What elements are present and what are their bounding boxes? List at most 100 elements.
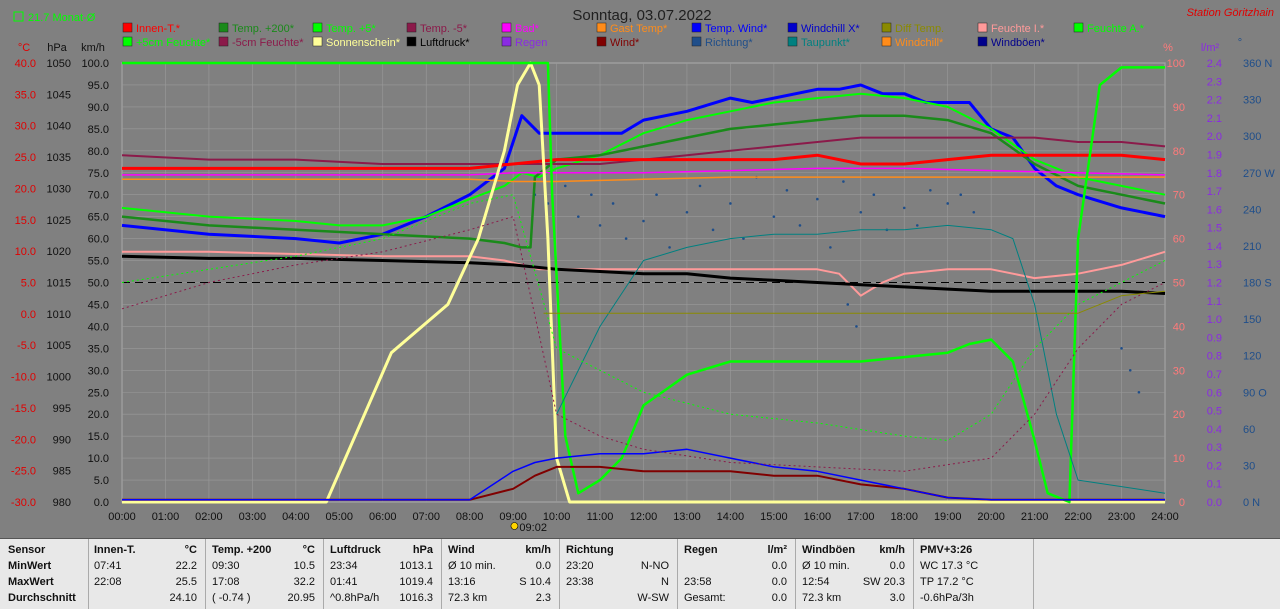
tick-label-kmh: 100.0 [81,58,109,70]
tick-label-percent: 60 [1173,234,1185,246]
stats-row: Ø 10 min. 0.0 [448,560,551,576]
tick-label-celsius: 35.0 [15,89,36,101]
legend-label: Gast Temp* [610,23,668,35]
tick-label-lm2: 0.1 [1207,479,1222,491]
tick-label-hpa: 985 [53,466,71,478]
stats-section: PMV+3:26 WC 17.3 °C TP 17.2 °C -0.6hPa/3h [914,539,1034,609]
tick-label-kmh: 25.0 [88,387,109,399]
legend-swatch [122,36,133,47]
stats-value: TP 17.2 °C [920,576,974,588]
tick-label-time: 02:00 [195,511,223,523]
stats-value: WC 17.3 °C [920,560,979,572]
tick-label-degree: 330 [1243,95,1261,107]
stats-value: 09:30 [212,560,240,572]
stats-section: Luftdruck hPa 23:34 1013.1 01:41 1019.4 ^0.8hP… [324,539,442,609]
stats-value: 0.0 [889,560,905,572]
stats-value: 0.0 [771,560,787,572]
direction-point [1137,390,1141,394]
legend-label: Bad* [515,23,540,35]
stats-value: -0.6hPa/3h [920,592,974,604]
tick-label-celsius: 30.0 [15,121,36,133]
tick-label-time: 23:00 [1108,511,1136,523]
stats-row: 0.0 [684,560,787,576]
statistics-panel: Sensor MinWert MaxWert Durchschnitt Inne… [0,538,1280,609]
tick-label-kmh: 90.0 [88,102,109,114]
stats-section-title: PMV+3:26 [920,544,973,556]
direction-point [842,180,845,183]
tick-label-kmh: 95.0 [88,80,109,92]
tick-label-lm2: 2.4 [1207,58,1222,70]
stats-section: Temp. +200 °C 09:30 10.5 17:08 32.2 ( -0.74 ) 2… [206,539,324,609]
tick-label-time: 19:00 [934,511,962,523]
tick-label-lm2: 2.0 [1207,131,1222,143]
tick-label-celsius: 25.0 [15,152,36,164]
stats-row: 09:30 10.5 [212,560,315,576]
legend-swatch [691,36,702,47]
stats-value: 22.2 [175,560,197,572]
stats-section: Windböen km/h Ø 10 min. 0.0 12:54 SW 20.3 72.3… [796,539,914,609]
tick-label-lm2: 1.0 [1207,314,1222,326]
direction-point [798,224,802,227]
stats-section-title: Innen-T. [94,544,136,556]
tick-label-kmh: 20.0 [88,409,109,421]
legend-label: Windchill X* [801,23,860,35]
row-label-sensor: Sensor [8,544,46,556]
legend-label: Wind* [610,37,640,49]
stats-value: 23:20 [566,560,594,572]
tick-label-time: 01:00 [152,511,180,523]
stats-row: 72.3 km 3.0 [802,592,905,608]
legend-swatch [406,36,417,47]
tick-label-kmh: 70.0 [88,190,109,202]
stats-value: ( -0.74 ) [212,592,251,604]
stats-value: 01:41 [330,576,358,588]
tick-label-kmh: 85.0 [88,124,109,136]
legend-swatch [787,36,798,47]
legend-label: -5cm Feuchte* [232,37,304,49]
tick-label-time: 07:00 [412,511,440,523]
stats-row: ( -0.74 ) 20.95 [212,592,315,608]
stats-row-labels: Sensor MinWert MaxWert Durchschnitt [0,539,89,609]
row-label-max: MaxWert [8,576,54,588]
tick-label-percent: 70 [1173,190,1185,202]
tick-label-degree: 120 [1243,351,1261,363]
sun-marker-time: 09:02 [519,522,547,534]
stats-value: 2.3 [535,592,551,604]
tick-label-degree: 90 O [1243,387,1267,399]
stats-section-title: Regen [684,544,718,556]
stats-value: Ø 10 min. [802,560,850,572]
stats-section: Regen l/m² 0.0 23:58 0.0 Gesamt: 0.0 [678,539,796,609]
series-line [122,153,1166,170]
axis-unit-kmh: km/h [81,42,105,54]
tick-label-hpa: 1020 [47,246,71,258]
direction-point [729,202,732,205]
tick-label-hpa: 1050 [47,58,71,70]
legend-swatch [1073,22,1084,33]
direction-point [959,193,963,196]
stats-value: 10.5 [293,560,315,572]
tick-label-lm2: 2.3 [1207,76,1222,88]
tick-label-hpa: 1045 [47,89,71,101]
tick-label-time: 13:00 [673,511,701,523]
direction-point [846,303,850,306]
stats-section-unit: °C [184,544,197,556]
stats-row: WC 17.3 °C [920,560,1025,576]
tick-label-hpa: 995 [53,403,71,415]
direction-point [855,325,858,328]
stats-row: 23:58 0.0 [684,576,787,592]
stats-section-title: Wind [448,544,475,556]
tick-label-kmh: 45.0 [88,299,109,311]
stats-value: 72.3 km [448,592,488,604]
tick-label-time: 18:00 [890,511,918,523]
legend-label: Feuchte I.* [991,23,1045,35]
direction-point [929,189,932,192]
tick-label-hpa: 1000 [47,372,71,384]
stats-row: ^0.8hPa/h 1016.3 [330,592,433,608]
stats-row: TP 17.2 °C [920,576,1025,592]
stats-value: 07:41 [94,560,122,572]
stats-value: 22:08 [94,576,122,588]
legend-swatch [881,36,892,47]
series-line [122,61,1165,504]
month-average-label: 21.7 Monat-Ø [28,12,96,24]
tick-label-kmh: 75.0 [88,168,109,180]
legend-swatch [501,36,512,47]
